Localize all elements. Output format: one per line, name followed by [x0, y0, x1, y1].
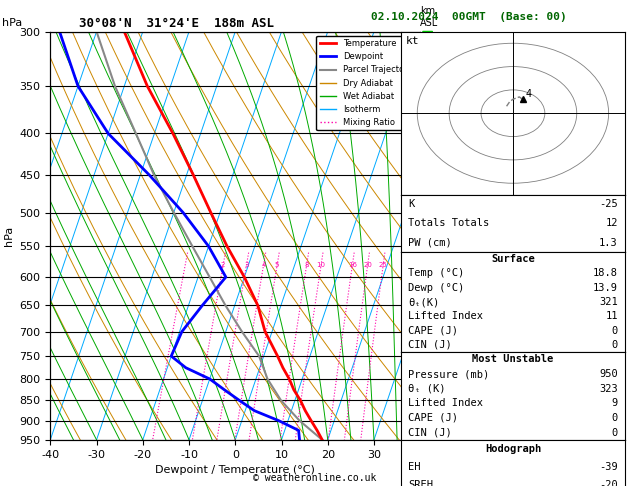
- Text: CAPE (J): CAPE (J): [408, 326, 458, 336]
- Text: kt: kt: [406, 36, 420, 47]
- Text: θₜ (K): θₜ (K): [408, 383, 445, 394]
- Text: 5: 5: [275, 262, 279, 268]
- Text: PW (cm): PW (cm): [408, 238, 452, 247]
- Text: SREH: SREH: [408, 480, 433, 486]
- Text: 11: 11: [605, 312, 618, 321]
- Text: -25: -25: [599, 199, 618, 209]
- Text: 3: 3: [244, 262, 248, 268]
- Text: 0: 0: [611, 428, 618, 437]
- Text: Surface: Surface: [491, 254, 535, 264]
- Text: 20: 20: [363, 262, 372, 268]
- Text: 323: 323: [599, 383, 618, 394]
- Text: 10: 10: [316, 262, 326, 268]
- Text: 0: 0: [611, 326, 618, 336]
- Y-axis label: hPa: hPa: [4, 226, 14, 246]
- Y-axis label: Mixing Ratio (g/kg): Mixing Ratio (g/kg): [438, 190, 448, 282]
- Text: Totals Totals: Totals Totals: [408, 219, 489, 228]
- Text: Lifted Index: Lifted Index: [408, 398, 483, 408]
- Text: 4: 4: [526, 89, 532, 99]
- Text: 0: 0: [611, 340, 618, 350]
- Text: 321: 321: [599, 297, 618, 307]
- Text: 4: 4: [262, 262, 266, 268]
- Text: Dewp (°C): Dewp (°C): [408, 283, 464, 293]
- Text: Lifted Index: Lifted Index: [408, 312, 483, 321]
- Text: hPa: hPa: [3, 17, 23, 28]
- Text: -20: -20: [599, 480, 618, 486]
- Text: EH: EH: [408, 462, 421, 472]
- Text: 2: 2: [221, 262, 225, 268]
- Text: 13.9: 13.9: [593, 283, 618, 293]
- Text: 8: 8: [304, 262, 309, 268]
- Text: 0: 0: [611, 413, 618, 423]
- Text: CAPE (J): CAPE (J): [408, 413, 458, 423]
- Text: CIN (J): CIN (J): [408, 340, 452, 350]
- Text: 25: 25: [379, 262, 387, 268]
- Text: Pressure (mb): Pressure (mb): [408, 369, 489, 379]
- Text: 950: 950: [599, 369, 618, 379]
- Text: LCL: LCL: [424, 424, 439, 433]
- Text: CIN (J): CIN (J): [408, 428, 452, 437]
- Text: 12: 12: [605, 219, 618, 228]
- Text: -39: -39: [599, 462, 618, 472]
- Legend: Temperature, Dewpoint, Parcel Trajectory, Dry Adiabat, Wet Adiabat, Isotherm, Mi: Temperature, Dewpoint, Parcel Trajectory…: [316, 36, 416, 130]
- Text: Hodograph: Hodograph: [485, 444, 541, 454]
- Text: 1.3: 1.3: [599, 238, 618, 247]
- Text: Temp (°C): Temp (°C): [408, 268, 464, 278]
- Text: 30°08'N  31°24'E  188m ASL: 30°08'N 31°24'E 188m ASL: [79, 17, 274, 30]
- Text: 18.8: 18.8: [593, 268, 618, 278]
- X-axis label: Dewpoint / Temperature (°C): Dewpoint / Temperature (°C): [155, 465, 315, 475]
- Text: θₜ(K): θₜ(K): [408, 297, 439, 307]
- Text: © weatheronline.co.uk: © weatheronline.co.uk: [253, 473, 376, 483]
- Text: 16: 16: [348, 262, 357, 268]
- Text: 9: 9: [611, 398, 618, 408]
- Text: Most Unstable: Most Unstable: [472, 354, 554, 364]
- Text: km
ASL: km ASL: [420, 6, 438, 28]
- Text: 02.10.2024  00GMT  (Base: 00): 02.10.2024 00GMT (Base: 00): [370, 12, 567, 22]
- Text: K: K: [408, 199, 415, 209]
